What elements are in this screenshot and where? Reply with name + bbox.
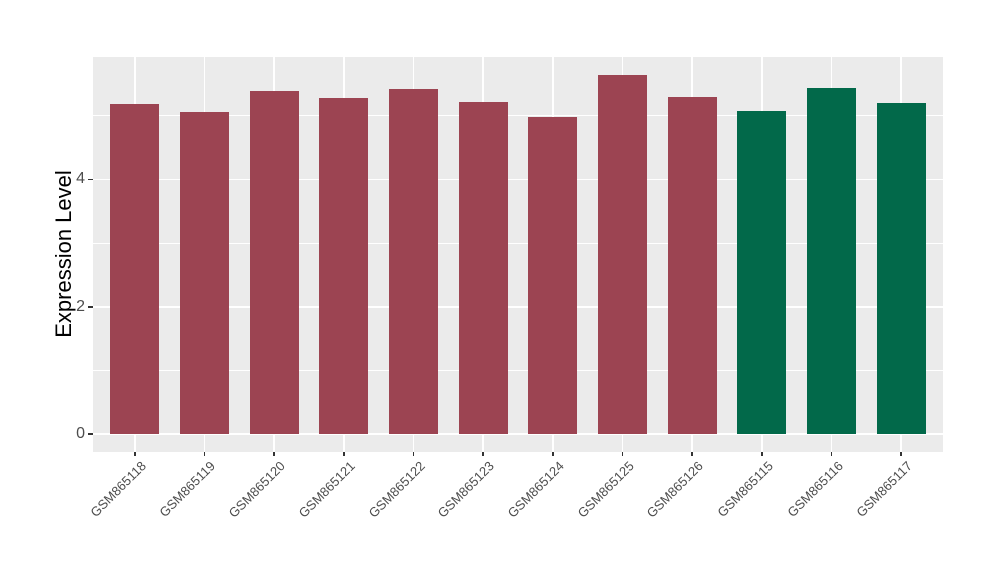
x-tick-label: GSM865124 [504, 458, 567, 521]
bar-GSM865123 [458, 101, 508, 435]
bar-GSM865125 [598, 74, 647, 435]
bar-GSM865124 [528, 116, 578, 435]
y-axis-tick [88, 178, 93, 181]
x-axis-tick [621, 452, 624, 456]
y-gridline-minor [93, 242, 943, 244]
x-axis-tick [482, 452, 484, 456]
y-axis-title: Expression Level [51, 170, 76, 338]
y-gridline-major [93, 433, 943, 435]
y-gridline-major [93, 178, 943, 181]
x-axis-tick [761, 452, 763, 456]
x-tick-label: GSM865116 [783, 458, 846, 520]
bar-GSM865119 [180, 111, 229, 435]
x-tick-label: GSM865119 [156, 458, 219, 520]
x-tick-label: GSM865121 [295, 458, 358, 521]
y-gridline-major [93, 305, 943, 308]
y-gridline-minor [93, 115, 943, 117]
x-tick-label: GSM865120 [225, 458, 289, 521]
bar-GSM865126 [667, 96, 717, 435]
bar-GSM865117 [876, 102, 926, 435]
x-axis-tick [691, 452, 693, 456]
x-axis-tick [343, 452, 345, 456]
x-axis-tick [900, 452, 902, 456]
x-tick-label: GSM865125 [574, 458, 637, 521]
x-axis-tick [552, 452, 554, 456]
x-axis-tick [412, 452, 415, 456]
y-tick-label: 2 [76, 297, 85, 315]
bar-GSM865118 [110, 103, 160, 435]
x-tick-label: GSM865123 [434, 458, 498, 521]
x-axis-tick [203, 452, 206, 456]
bar-GSM865121 [319, 97, 369, 435]
x-axis-tick [273, 452, 275, 456]
y-gridline-minor [93, 369, 943, 371]
y-tick-label: 4 [76, 170, 85, 188]
bar-GSM865115 [737, 111, 787, 435]
x-tick-label: GSM865115 [714, 458, 776, 520]
plot-panel [93, 57, 943, 452]
x-axis-tick [134, 452, 136, 456]
x-tick-label: GSM865126 [643, 458, 707, 521]
bar-GSM865122 [389, 89, 438, 435]
y-tick-label: 0 [76, 425, 85, 443]
x-tick-label: GSM865122 [365, 458, 428, 521]
x-tick-label: GSM865117 [853, 458, 916, 520]
y-axis-tick [88, 305, 93, 308]
y-axis-tick [88, 433, 93, 435]
bar-GSM865120 [249, 91, 299, 435]
x-tick-label: GSM865118 [87, 458, 149, 520]
x-axis-tick [830, 452, 833, 456]
bar-GSM865116 [807, 87, 856, 435]
